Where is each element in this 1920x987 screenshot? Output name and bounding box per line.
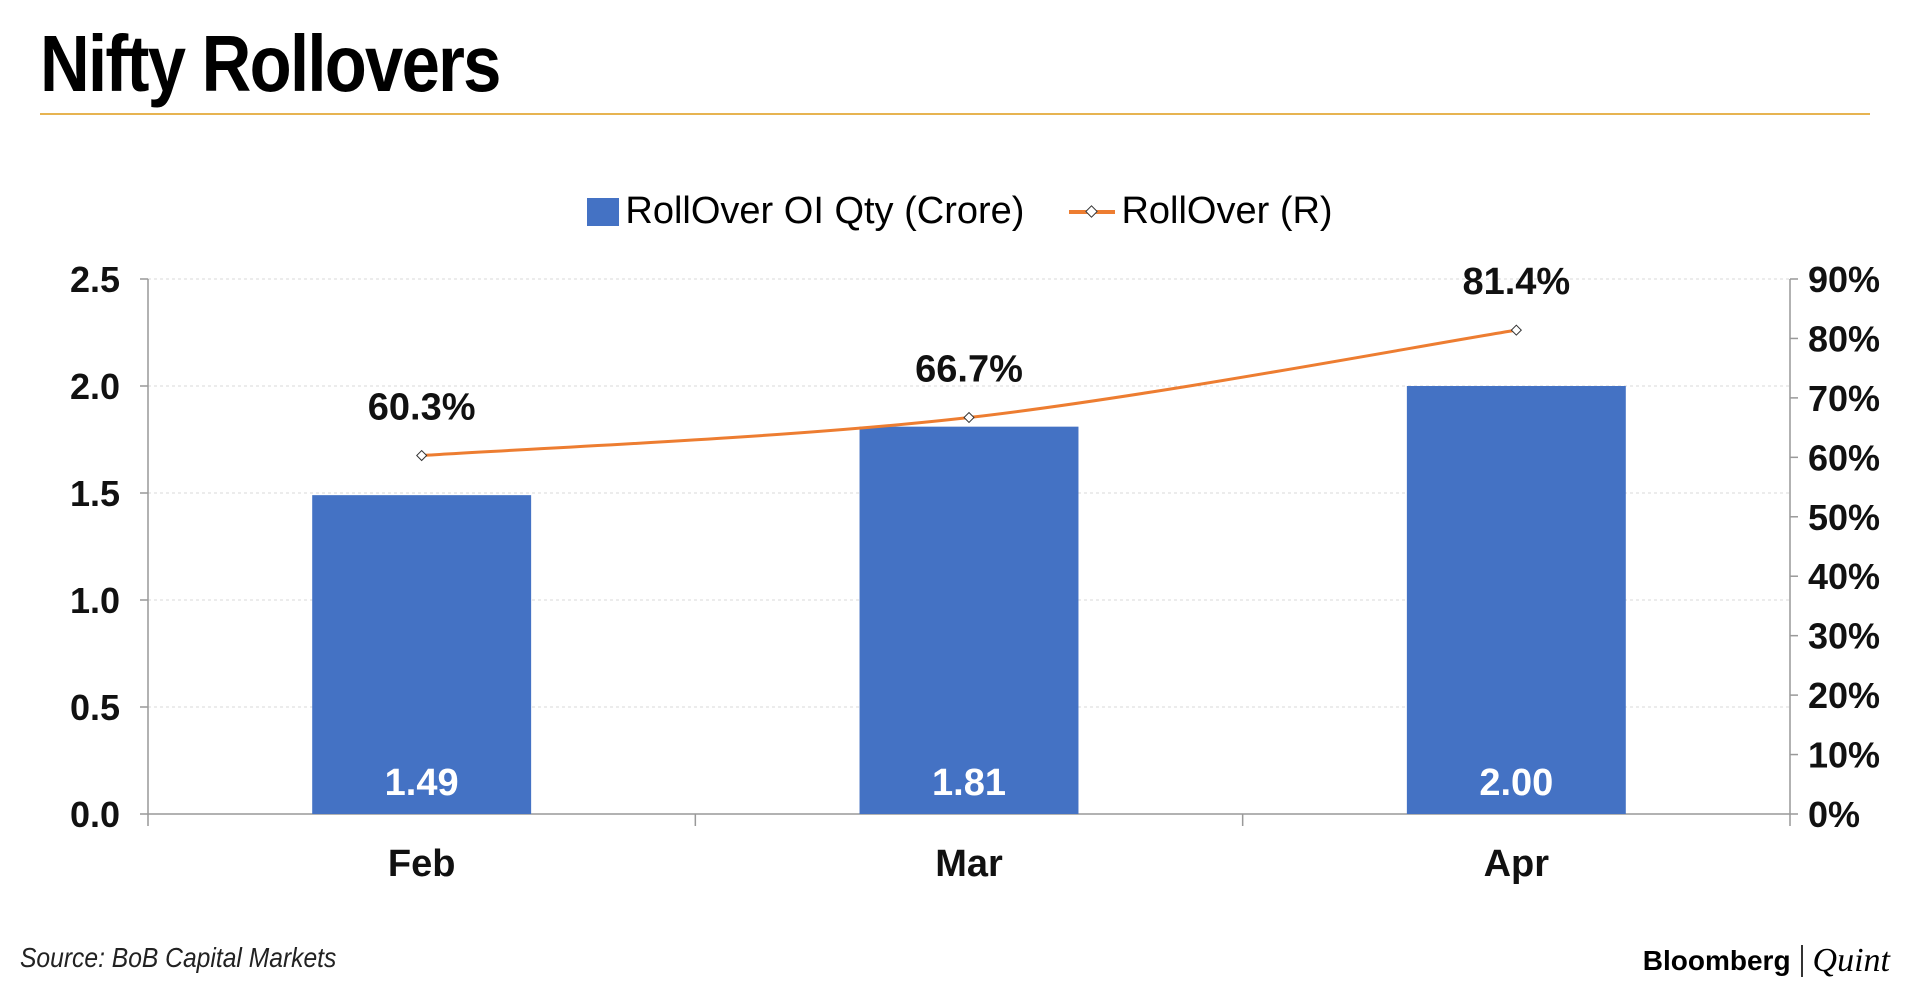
legend-item-line: RollOver (R) <box>1069 190 1333 233</box>
legend-line-swatch <box>1069 198 1116 226</box>
y-right-tick-label: 40% <box>1808 556 1880 597</box>
y-left-tick-label: 1.5 <box>70 473 120 514</box>
bar <box>312 495 532 814</box>
y-right-tick-label: 30% <box>1808 616 1880 657</box>
y-right-tick-label: 90% <box>1808 259 1880 300</box>
y-right-tick-label: 80% <box>1808 318 1880 359</box>
brand-logo: Bloomberg Quint <box>1643 942 1890 980</box>
rollover-point <box>416 449 428 462</box>
y-right-tick-label: 60% <box>1808 437 1880 478</box>
source-note: Source: BoB Capital Markets <box>20 942 337 973</box>
y-right-tick-label: 20% <box>1808 675 1880 716</box>
brand-divider <box>1800 945 1803 977</box>
bar <box>859 426 1079 814</box>
rollover-value-label: 66.7% <box>915 349 1023 391</box>
legend-item-bar: RollOver OI Qty (Crore) <box>587 190 1024 233</box>
y-right-tick-label: 10% <box>1808 735 1880 776</box>
rollover-value-label: 60.3% <box>368 387 476 429</box>
combo-chart: 0.0 0.5 1.0 1.5 2.0 2.5 0% 10% 20% 30% 40% 50% 60% 70… <box>70 259 1880 885</box>
legend-bar-swatch <box>587 197 620 226</box>
rollover-point <box>1510 324 1522 336</box>
y-left-tick-label: 0.5 <box>70 687 120 728</box>
y-left-tick-label: 0.0 <box>70 794 120 835</box>
x-tick-label: Mar <box>935 843 1003 885</box>
title-rule <box>40 113 1870 115</box>
rollover-value-label: 81.4% <box>1462 261 1570 303</box>
y-right-tick-label: 0% <box>1808 794 1860 835</box>
legend: RollOver OI Qty (Crore) RollOver (R) <box>0 190 1920 233</box>
bar <box>1406 386 1626 814</box>
y-left-tick-label: 1.0 <box>70 580 120 621</box>
bar-value-label: 1.81 <box>932 762 1006 804</box>
x-tick-label: Apr <box>1484 843 1550 885</box>
y-right-tick-label: 50% <box>1808 497 1880 538</box>
chart-title: Nifty Rollovers <box>40 19 501 108</box>
x-tick-label: Feb <box>388 843 456 885</box>
y-right-tick-label: 70% <box>1808 378 1880 419</box>
y-left-tick-label: 2.0 <box>70 366 120 407</box>
rollover-point <box>963 411 975 424</box>
legend-line-label: RollOver (R) <box>1121 190 1333 232</box>
legend-bar-label: RollOver OI Qty (Crore) <box>625 190 1025 232</box>
brand-primary: Bloomberg <box>1642 945 1791 976</box>
bar-value-label: 2.00 <box>1479 762 1553 804</box>
brand-secondary: Quint <box>1812 942 1890 979</box>
y-left-tick-label: 2.5 <box>70 259 120 300</box>
bar-value-label: 1.49 <box>385 762 459 804</box>
